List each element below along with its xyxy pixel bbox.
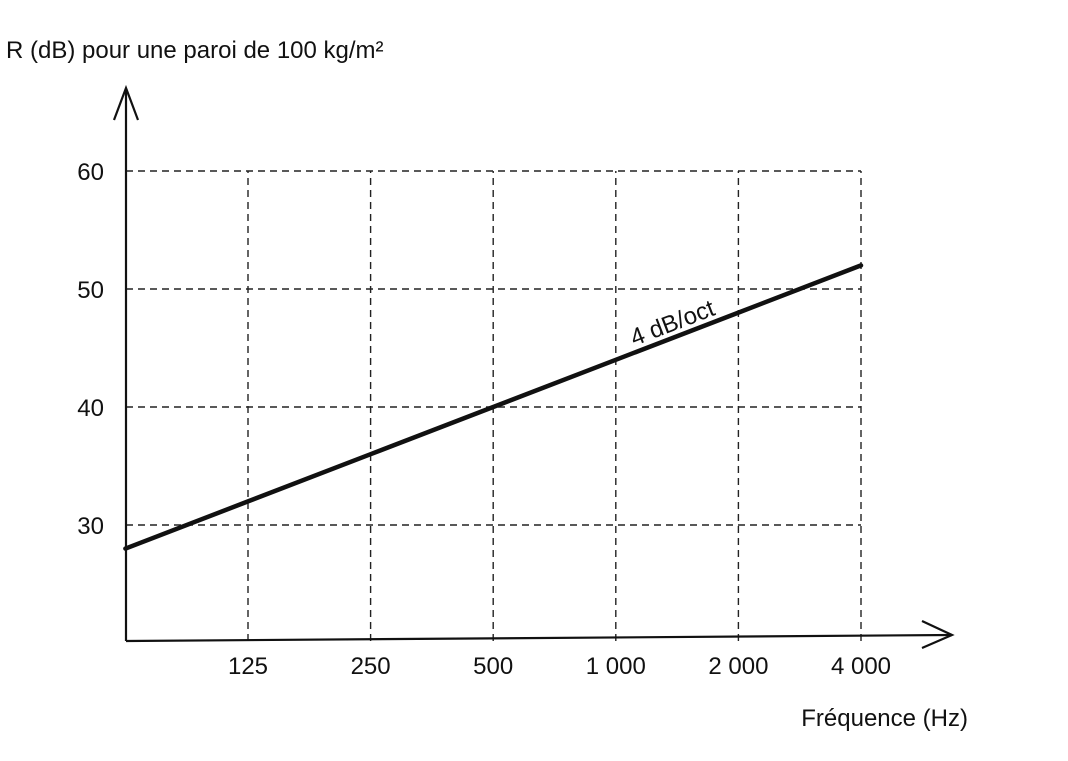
y-tick-label: 40 — [77, 395, 104, 422]
slope-annotation: 4 dB/oct — [627, 295, 719, 352]
x-tick-label: 2 000 — [708, 653, 768, 680]
x-tick-label: 1 000 — [586, 653, 646, 680]
x-tick-label: 4 000 — [831, 653, 891, 680]
x-tick-label: 500 — [473, 653, 513, 680]
x-axis — [125, 633, 953, 643]
y-tick-label: 30 — [77, 513, 104, 540]
x-tick-labels: 125 250 500 1 000 2 000 4 000 — [228, 653, 891, 680]
series-group — [123, 263, 864, 551]
y-tick-label: 50 — [77, 277, 104, 304]
y-tick-labels: 30 40 50 60 — [77, 159, 104, 540]
x-tick-label: 125 — [228, 653, 268, 680]
y-tick-label: 60 — [77, 159, 104, 186]
y-axis-title: R (dB) pour une paroi de 100 kg/m² — [6, 37, 384, 64]
series-line — [123, 263, 864, 551]
x-gridlines — [247, 171, 862, 641]
x-axis-arrowhead — [921, 620, 955, 650]
y-axis-arrowhead — [112, 84, 140, 121]
x-tick-label: 250 — [351, 653, 391, 680]
x-axis-title: Fréquence (Hz) — [801, 705, 968, 732]
y-gridlines — [126, 170, 861, 526]
